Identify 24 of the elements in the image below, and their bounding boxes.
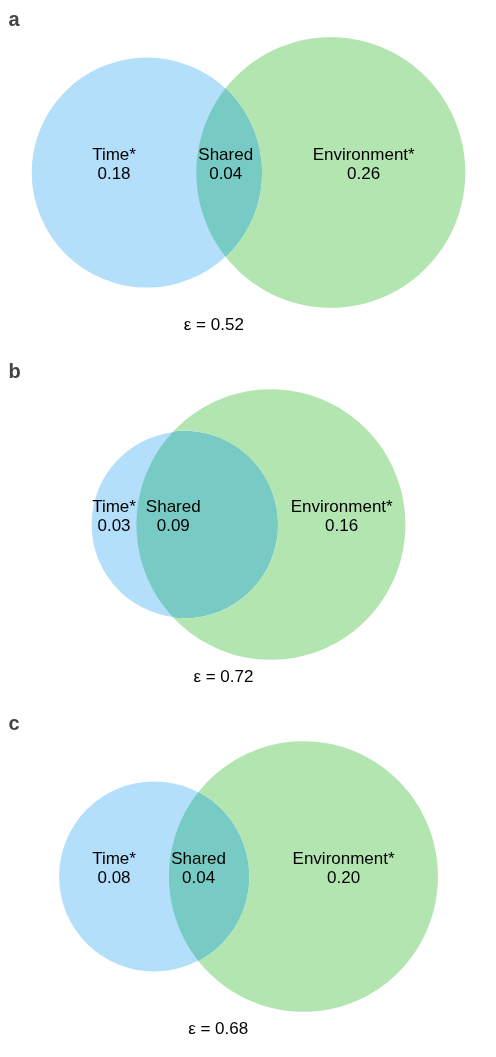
category-label: Time* [92, 145, 137, 165]
data-label: 0.09 [156, 516, 190, 536]
category-label: Shared [198, 145, 254, 165]
category-label: Environment* [290, 497, 394, 517]
data-label: 0.08 [97, 868, 131, 888]
text: a [8, 7, 21, 30]
text: ε = 0.52 [183, 314, 244, 334]
data-label: 0.04 [181, 868, 216, 888]
text: b [8, 359, 21, 382]
data-label: 0.03 [97, 516, 131, 536]
data-label: 0.20 [327, 868, 361, 888]
category-label: Shared [171, 849, 226, 869]
category-label: Time* [92, 849, 137, 869]
text: c [8, 711, 20, 734]
text: ε = 0.72 [193, 666, 254, 686]
category-label: Shared [145, 497, 201, 517]
data-label: 0.16 [325, 516, 359, 536]
category-label: Time* [92, 497, 137, 517]
data-label: 0.04 [209, 164, 243, 184]
data-label: 0.26 [347, 164, 381, 184]
text: ε = 0.68 [188, 1018, 249, 1038]
category-label: Environment* [292, 849, 395, 869]
category-label: Environment* [312, 145, 416, 165]
data-label: 0.18 [97, 164, 131, 184]
